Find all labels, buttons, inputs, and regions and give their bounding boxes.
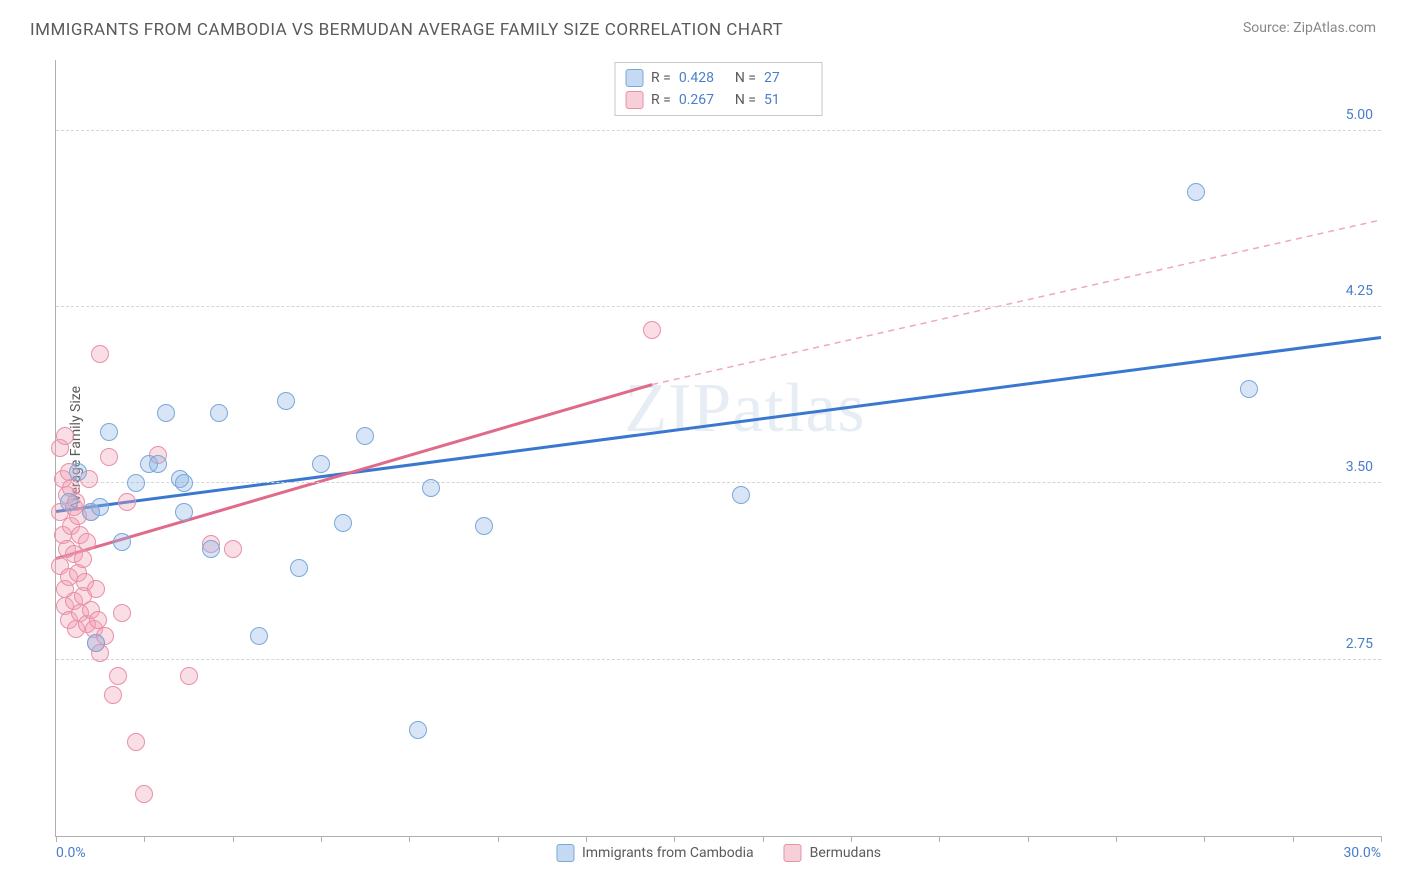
x-tick-left: 0.0%: [56, 845, 86, 861]
scatter-point: [643, 321, 661, 339]
y-tick-label: 5.00: [1346, 107, 1373, 123]
x-tick-mark: [1293, 836, 1294, 842]
N-label: N =: [735, 92, 756, 108]
x-tick-mark: [409, 836, 410, 842]
x-tick-mark: [321, 836, 322, 842]
scatter-point: [104, 686, 122, 704]
x-tick-mark: [233, 836, 234, 842]
scatter-point: [1187, 183, 1205, 201]
legend-label-cambodia: Immigrants from Cambodia: [582, 845, 754, 861]
y-tick-label: 4.25: [1346, 283, 1373, 299]
N-value-cambodia: 27: [764, 70, 812, 86]
legend-row-cambodia: R = 0.428 N = 27: [625, 67, 812, 89]
scatter-point: [334, 514, 352, 532]
scatter-point: [89, 611, 107, 629]
x-tick-mark: [674, 836, 675, 842]
source-label: Source:: [1243, 20, 1293, 36]
x-tick-mark: [1116, 836, 1117, 842]
scatter-point: [127, 733, 145, 751]
scatter-point: [175, 503, 193, 521]
plot-area: ZIPatlas Average Family Size R = 0.428 N…: [55, 60, 1381, 837]
scatter-point: [60, 493, 78, 511]
x-tick-mark: [851, 836, 852, 842]
x-tick-mark: [586, 836, 587, 842]
y-tick-label: 2.75: [1346, 636, 1373, 652]
scatter-point: [109, 667, 127, 685]
legend-label-bermudans: Bermudans: [810, 845, 881, 861]
legend-swatch-blue: [625, 69, 643, 87]
scatter-point: [78, 533, 96, 551]
scatter-point: [91, 345, 109, 363]
scatter-point: [277, 392, 295, 410]
scatter-point: [100, 448, 118, 466]
x-tick-mark: [763, 836, 764, 842]
R-value-bermudans: 0.267: [679, 92, 727, 108]
scatter-point: [113, 604, 131, 622]
R-label: R =: [651, 70, 671, 86]
scatter-point: [202, 540, 220, 558]
scatter-point: [87, 580, 105, 598]
source-link[interactable]: ZipAtlas.com: [1293, 20, 1376, 36]
legend-correlation-box: R = 0.428 N = 27 R = 0.267 N = 51: [614, 62, 823, 116]
scatter-point: [180, 667, 198, 685]
scatter-point: [87, 634, 105, 652]
scatter-point: [127, 474, 145, 492]
trendlines-layer: [56, 60, 1381, 836]
R-value-cambodia: 0.428: [679, 70, 727, 86]
R-label: R =: [651, 92, 671, 108]
scatter-point: [422, 479, 440, 497]
gridline: [56, 659, 1381, 660]
N-label: N =: [735, 70, 756, 86]
x-tick-mark: [498, 836, 499, 842]
x-tick-right: 30.0%: [1343, 845, 1381, 861]
y-tick-label: 3.50: [1346, 459, 1373, 475]
trendline: [652, 220, 1381, 385]
scatter-point: [100, 423, 118, 441]
scatter-point: [312, 455, 330, 473]
scatter-point: [91, 498, 109, 516]
scatter-point: [732, 486, 750, 504]
x-tick-mark: [1028, 836, 1029, 842]
scatter-point: [1240, 380, 1258, 398]
scatter-point: [56, 427, 74, 445]
x-tick-mark: [1204, 836, 1205, 842]
chart-title: IMMIGRANTS FROM CAMBODIA VS BERMUDAN AVE…: [30, 20, 783, 40]
legend-swatch-blue: [556, 844, 574, 862]
scatter-point: [69, 463, 87, 481]
x-tick-mark: [56, 836, 57, 842]
x-tick-mark: [939, 836, 940, 842]
scatter-point: [113, 533, 131, 551]
scatter-point: [409, 721, 427, 739]
x-tick-mark: [1381, 836, 1382, 842]
scatter-chart: ZIPatlas Average Family Size R = 0.428 N…: [55, 60, 1381, 837]
scatter-point: [135, 785, 153, 803]
gridline: [56, 306, 1381, 307]
scatter-point: [157, 404, 175, 422]
scatter-point: [175, 474, 193, 492]
gridline: [56, 482, 1381, 483]
legend-row-bermudans: R = 0.267 N = 51: [625, 89, 812, 111]
legend-item-cambodia: Immigrants from Cambodia: [556, 844, 754, 862]
legend-swatch-pink: [625, 91, 643, 109]
scatter-point: [149, 455, 167, 473]
legend-swatch-pink: [784, 844, 802, 862]
source-attribution: Source: ZipAtlas.com: [1243, 20, 1376, 36]
scatter-point: [290, 559, 308, 577]
scatter-point: [118, 493, 136, 511]
scatter-point: [224, 540, 242, 558]
scatter-point: [74, 550, 92, 568]
x-tick-mark: [144, 836, 145, 842]
scatter-point: [475, 517, 493, 535]
legend-series: Immigrants from Cambodia Bermudans: [556, 844, 881, 862]
N-value-bermudans: 51: [764, 92, 812, 108]
gridline: [56, 130, 1381, 131]
trendline: [56, 337, 1381, 511]
scatter-point: [356, 427, 374, 445]
legend-item-bermudans: Bermudans: [784, 844, 881, 862]
scatter-point: [210, 404, 228, 422]
scatter-point: [250, 627, 268, 645]
